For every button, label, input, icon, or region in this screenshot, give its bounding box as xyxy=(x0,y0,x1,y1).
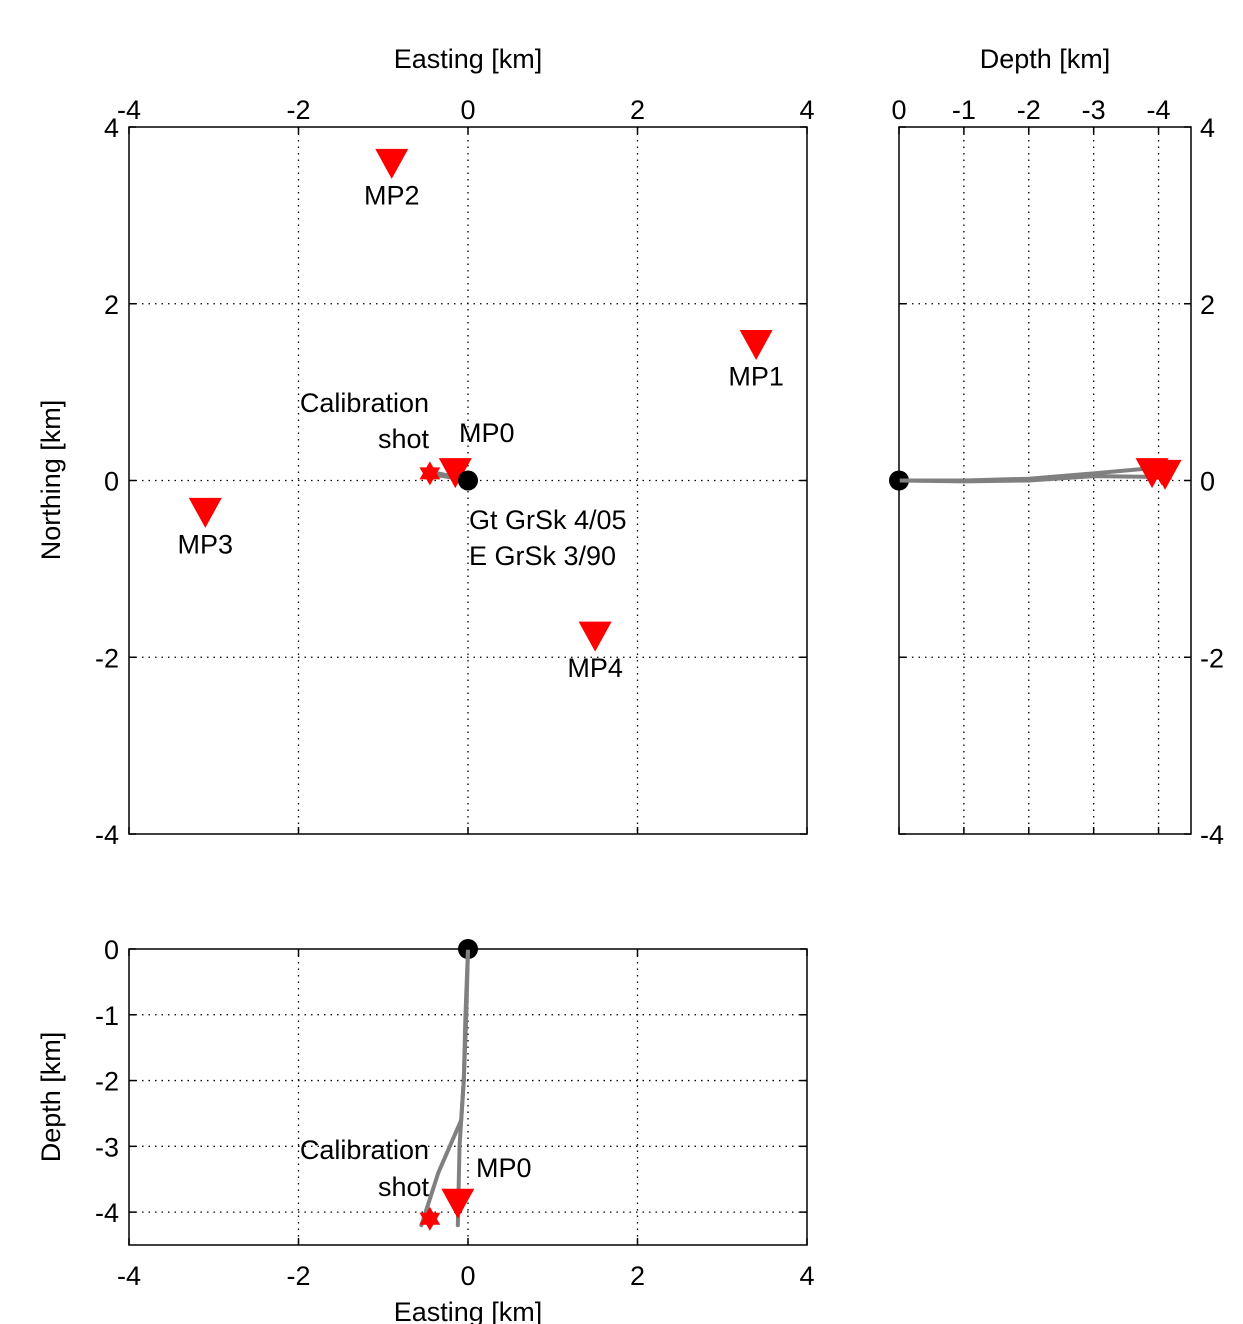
depth-easting-station-marker-mp0 xyxy=(441,1188,475,1219)
depth-easting-y-tick-label: -3 xyxy=(95,1132,119,1162)
depth-easting-data xyxy=(419,949,475,1231)
depth-easting-annotations: Calibration shot MP0 xyxy=(300,1135,532,1202)
map-view-annotations: Calibration shot MP0 Gt GrSk 4/05 E GrSk… xyxy=(300,388,627,571)
depth-northing-calibration-shot-marker-down xyxy=(1151,467,1173,486)
depth-easting-panel: -4 -2 0 2 4 0 -1 -2 -3 -4 Easting [km] Depth [km]… xyxy=(36,935,815,1324)
map-view-y-tick-label: 2 xyxy=(104,290,119,320)
depth-northing-x-tick-label: 0 xyxy=(891,95,906,125)
map-view-x-tick-label: 2 xyxy=(630,95,645,125)
map-view-y-tick-label: 0 xyxy=(104,467,119,497)
map-view-station-marker-mp2 xyxy=(375,148,409,179)
depth-easting-calibration-shot-marker-down xyxy=(419,1212,441,1231)
depth-easting-y-tick-label: -2 xyxy=(95,1067,119,1097)
depth-easting-x-tick-label: -4 xyxy=(117,1261,141,1291)
map-view-station-marker-mp0 xyxy=(438,458,472,489)
depth-easting-station-label-mp0: MP0 xyxy=(476,1153,532,1183)
depth-easting-x-axis-label: Easting [km] xyxy=(394,1297,543,1324)
depth-easting-frame xyxy=(128,948,808,1246)
depth-easting-y-tick-label: 0 xyxy=(104,935,119,965)
depth-northing-x-tick-label: -3 xyxy=(1082,95,1106,125)
map-view-x-tick-label: 0 xyxy=(460,95,475,125)
map-view-wellhead-marker xyxy=(458,470,478,491)
map-view-shot-label-line-1: Calibration xyxy=(300,388,429,418)
depth-northing-y-tick-label: 0 xyxy=(1200,467,1215,497)
depth-northing-y-tick-label: -4 xyxy=(1200,820,1224,850)
map-view-station-marker-mp4 xyxy=(578,621,612,652)
map-view-y-tick-label: 4 xyxy=(104,113,119,143)
map-view-station-marker-mp1 xyxy=(739,330,773,361)
depth-easting-shot-label-line-2: shot xyxy=(378,1172,430,1202)
map-view-frame xyxy=(128,126,808,835)
depth-easting-calibration-shot-marker xyxy=(419,1206,441,1231)
depth-northing-calibration-shot-marker xyxy=(1151,461,1173,486)
depth-easting-x-tick-label: 2 xyxy=(630,1261,645,1291)
depth-northing-data xyxy=(899,458,1182,490)
map-view-x-tick-label: -4 xyxy=(117,95,141,125)
map-view-station-label-mp1: MP1 xyxy=(728,362,784,392)
map-view-y-axis-label: Northing [km] xyxy=(36,400,66,561)
depth-easting-well-path-2 xyxy=(455,949,470,1228)
map-view-calibration-shot-marker xyxy=(419,461,441,486)
depth-northing-well-path-2 xyxy=(899,474,1168,484)
depth-northing-panel: 0 -1 -2 -3 -4 -4 -2 0 2 4 Depth [km] xyxy=(889,44,1224,850)
depth-northing-grid xyxy=(899,127,1191,834)
depth-easting-y-tick-label: -1 xyxy=(95,1001,119,1031)
map-view-y-tick-label: -4 xyxy=(95,820,119,850)
depth-easting-shot-label-line-1: Calibration xyxy=(300,1135,429,1165)
map-view-calibration-shot-marker-down xyxy=(419,467,441,486)
map-view-y-tick-label: -2 xyxy=(95,643,119,673)
depth-northing-frame xyxy=(898,126,1192,835)
map-view-data xyxy=(188,148,773,652)
depth-easting-x-tick-label: -2 xyxy=(286,1261,310,1291)
depth-northing-x-tick-label: -2 xyxy=(1017,95,1041,125)
depth-northing-y-tick-label: 4 xyxy=(1200,113,1215,143)
depth-easting-x-tick-label: 0 xyxy=(460,1261,475,1291)
depth-northing-x-tick-label: -4 xyxy=(1147,95,1171,125)
map-view-station-label-mp2: MP2 xyxy=(364,180,420,210)
map-view-station-label-mp3: MP3 xyxy=(178,529,234,559)
map-view-x-axis-label: Easting [km] xyxy=(394,44,543,74)
depth-easting-x-tick-label: 4 xyxy=(799,1261,814,1291)
map-view-station-label-mp4: MP4 xyxy=(567,653,623,683)
map-view-shot-label-line-2: shot xyxy=(378,424,430,454)
depth-northing-ticks: 0 -1 -2 -3 -4 -4 -2 0 2 4 xyxy=(889,95,1224,850)
map-view-station-label-mp0: MP0 xyxy=(459,418,515,448)
map-view-well-label-2: E GrSk 3/90 xyxy=(469,541,616,571)
map-view-well-label-1: Gt GrSk 4/05 xyxy=(469,505,627,535)
depth-northing-x-tick-label: -1 xyxy=(952,95,976,125)
map-view-x-tick-label: -2 xyxy=(286,95,310,125)
depth-northing-x-axis-label: Depth [km] xyxy=(980,44,1111,74)
depth-northing-y-tick-label: -2 xyxy=(1200,643,1224,673)
depth-easting-y-axis-label: Depth [km] xyxy=(36,1032,66,1163)
map-view-station-marker-mp3 xyxy=(188,497,222,528)
depth-easting-y-tick-label: -4 xyxy=(95,1198,119,1228)
depth-northing-y-tick-label: 2 xyxy=(1200,290,1215,320)
map-view-x-tick-label: 4 xyxy=(799,95,814,125)
